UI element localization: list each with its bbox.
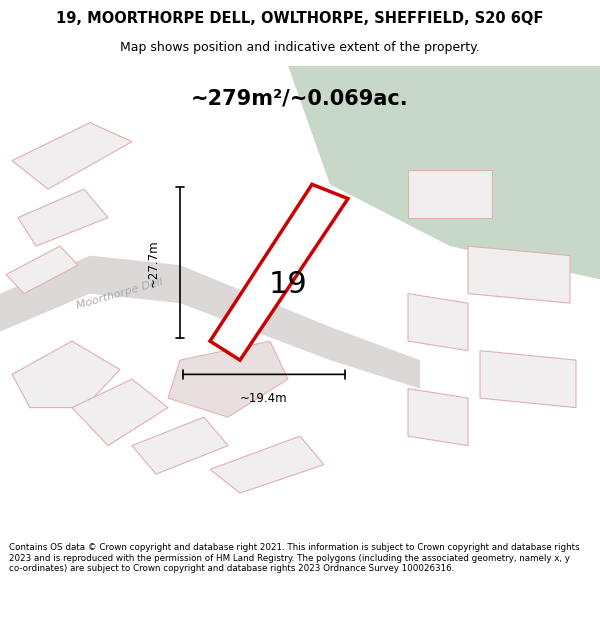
Polygon shape: [18, 189, 108, 246]
Polygon shape: [72, 379, 168, 446]
Polygon shape: [210, 184, 348, 360]
Text: 19, MOORTHORPE DELL, OWLTHORPE, SHEFFIELD, S20 6QF: 19, MOORTHORPE DELL, OWLTHORPE, SHEFFIEL…: [56, 11, 544, 26]
Polygon shape: [132, 417, 228, 474]
Polygon shape: [468, 246, 570, 303]
Polygon shape: [6, 246, 78, 294]
Polygon shape: [0, 256, 420, 389]
Polygon shape: [408, 170, 492, 217]
Text: Map shows position and indicative extent of the property.: Map shows position and indicative extent…: [120, 41, 480, 54]
Text: ~27.7m: ~27.7m: [146, 239, 160, 286]
Text: ~279m²/~0.069ac.: ~279m²/~0.069ac.: [191, 89, 409, 109]
Polygon shape: [12, 122, 132, 189]
Text: Moorthorpe Dell: Moorthorpe Dell: [76, 276, 164, 311]
Polygon shape: [408, 294, 468, 351]
Polygon shape: [12, 341, 120, 408]
Polygon shape: [408, 389, 468, 446]
Polygon shape: [480, 351, 576, 408]
Polygon shape: [288, 66, 600, 279]
Text: ~19.4m: ~19.4m: [240, 392, 288, 404]
Text: Contains OS data © Crown copyright and database right 2021. This information is : Contains OS data © Crown copyright and d…: [9, 543, 580, 573]
Polygon shape: [168, 341, 288, 417]
Polygon shape: [210, 436, 324, 493]
Text: 19: 19: [269, 269, 307, 299]
